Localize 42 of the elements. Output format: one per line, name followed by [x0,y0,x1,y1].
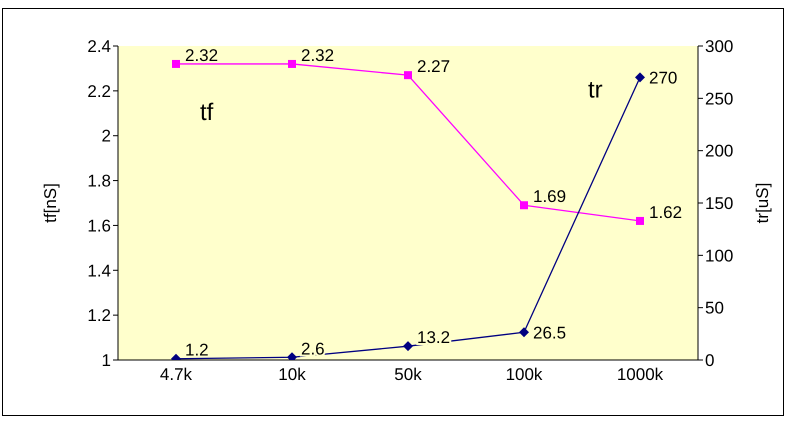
y-tick-label: 1.8 [87,172,111,191]
point [404,71,412,80]
data-label: 2.27 [417,57,450,76]
data-label: 1.62 [649,202,682,222]
data-label: 2.32 [185,46,218,65]
x-tick-label: 100k [506,365,543,384]
data-label: 2.32 [301,46,334,65]
y-tick-label: 1.4 [87,261,111,280]
y-tick-label: 1.2 [87,306,111,326]
y2-tick-label: 300 [705,37,734,56]
y2-tick-label: 250 [705,89,734,108]
point [519,327,529,338]
point [636,216,644,225]
y-axis-title: tf[nS] [41,183,60,223]
point [403,341,413,352]
data-label: 26.5 [533,323,566,342]
x-tick-label: 1000k [616,365,664,384]
x-tick-label: 4.7k [160,365,193,384]
y-tick-label: 1.6 [87,216,111,236]
y2-axis-title: tr[uS] [753,182,772,224]
y-tick-label: 2 [102,126,111,146]
point [635,72,645,82]
data-label: 1.69 [533,187,566,206]
point [288,60,296,68]
x-tick-label: 50k [394,365,422,384]
y-tick-label: 1 [102,351,111,370]
y2-tick-label: 150 [705,194,734,214]
data-label: 2.6 [301,339,325,358]
data-label: 13.2 [417,328,450,348]
y2-tick-label: 200 [705,142,734,161]
point [172,60,180,68]
y2-tick-label: 0 [705,351,714,370]
y-tick-label: 2.2 [87,82,111,101]
x-tick-label: 10k [278,365,306,384]
data-label: 1.2 [185,340,209,360]
series-label: tf [200,98,214,126]
series-label: tr [588,76,603,104]
y2-tick-label: 100 [705,246,734,266]
y-tick-label: 2.4 [87,37,111,56]
y2-tick-label: 50 [705,298,724,318]
data-label: 270 [649,68,678,88]
point [520,201,528,210]
